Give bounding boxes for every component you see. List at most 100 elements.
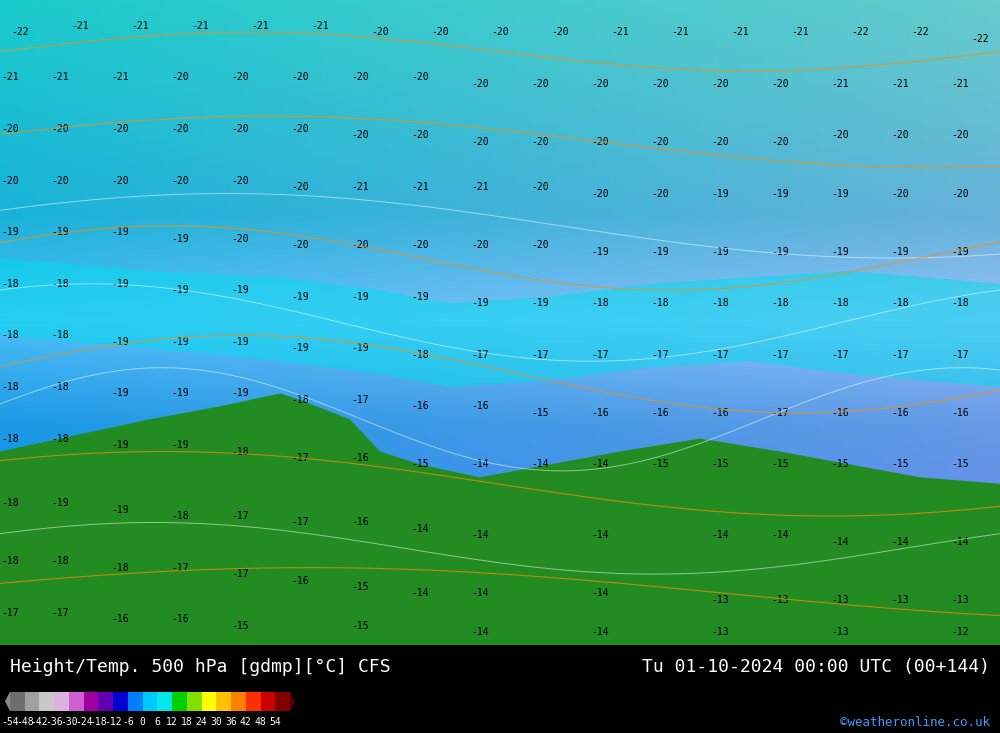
Text: -20: -20 (951, 188, 969, 199)
Text: -6: -6 (122, 717, 134, 727)
Text: -21: -21 (471, 182, 489, 192)
Text: -54: -54 (1, 717, 19, 727)
Text: -20: -20 (51, 176, 69, 185)
Text: -42: -42 (31, 717, 48, 727)
Text: -18: -18 (1, 279, 19, 289)
Text: -18: -18 (51, 279, 69, 289)
Text: -14: -14 (471, 589, 489, 598)
Text: -22: -22 (971, 34, 989, 44)
Text: Height/Temp. 500 hPa [gdmp][°C] CFS: Height/Temp. 500 hPa [gdmp][°C] CFS (10, 658, 391, 677)
Text: -18: -18 (291, 395, 309, 405)
Text: -20: -20 (411, 73, 429, 82)
Text: -20: -20 (1, 176, 19, 185)
Text: -19: -19 (351, 343, 369, 353)
Text: -17: -17 (771, 408, 789, 418)
Text: -19: -19 (351, 292, 369, 302)
Text: -20: -20 (771, 79, 789, 89)
Bar (231, 692, 246, 711)
Text: -19: -19 (171, 285, 189, 295)
Text: -19: -19 (711, 246, 729, 257)
Text: -19: -19 (891, 246, 909, 257)
Bar (202, 692, 216, 711)
Text: -21: -21 (891, 79, 909, 89)
Text: -16: -16 (351, 517, 369, 528)
Text: -16: -16 (111, 614, 129, 625)
Text: -18: -18 (231, 446, 249, 457)
Bar (10, 692, 25, 711)
Text: -20: -20 (231, 176, 249, 185)
Polygon shape (290, 692, 295, 711)
Text: Tu 01-10-2024 00:00 UTC (00+144): Tu 01-10-2024 00:00 UTC (00+144) (642, 658, 990, 677)
Text: -16: -16 (711, 408, 729, 418)
Text: -20: -20 (471, 137, 489, 147)
Text: -20: -20 (651, 137, 669, 147)
Bar (187, 692, 202, 711)
Text: -19: -19 (111, 279, 129, 289)
Text: -15: -15 (951, 460, 969, 469)
Text: -22: -22 (11, 27, 29, 37)
Text: -20: -20 (111, 176, 129, 185)
Text: -19: -19 (171, 388, 189, 399)
Text: -22: -22 (911, 27, 929, 37)
Text: -18: -18 (51, 434, 69, 443)
Text: -19: -19 (831, 188, 849, 199)
Text: -21: -21 (951, 79, 969, 89)
Text: -21: -21 (1, 73, 19, 82)
Text: -20: -20 (531, 240, 549, 250)
Bar (216, 692, 231, 711)
Text: -16: -16 (351, 453, 369, 463)
Text: -15: -15 (411, 460, 429, 469)
Text: -13: -13 (891, 595, 909, 605)
Text: -18: -18 (111, 563, 129, 572)
Text: -17: -17 (771, 350, 789, 360)
Text: -17: -17 (711, 350, 729, 360)
Text: 30: 30 (210, 717, 222, 727)
Text: -13: -13 (771, 595, 789, 605)
Text: -17: -17 (471, 350, 489, 360)
Text: 24: 24 (196, 717, 207, 727)
Text: -17: -17 (231, 569, 249, 579)
Text: -19: -19 (531, 298, 549, 308)
Text: -36: -36 (45, 717, 63, 727)
Text: -15: -15 (831, 460, 849, 469)
Text: -14: -14 (711, 531, 729, 540)
Text: -21: -21 (131, 21, 149, 31)
Text: -19: -19 (111, 440, 129, 450)
Text: -20: -20 (431, 27, 449, 37)
Text: -15: -15 (651, 460, 669, 469)
Text: -21: -21 (611, 27, 629, 37)
Text: -20: -20 (231, 124, 249, 134)
Bar (246, 692, 261, 711)
Text: -18: -18 (1, 498, 19, 508)
Text: -20: -20 (591, 137, 609, 147)
Text: -20: -20 (711, 79, 729, 89)
Text: -19: -19 (291, 292, 309, 302)
Text: -20: -20 (411, 130, 429, 141)
Text: -30: -30 (60, 717, 78, 727)
Bar (172, 692, 187, 711)
Text: -19: -19 (171, 234, 189, 243)
Text: -17: -17 (651, 350, 669, 360)
Text: -14: -14 (411, 589, 429, 598)
Text: -20: -20 (831, 130, 849, 141)
Text: -20: -20 (531, 182, 549, 192)
Text: -20: -20 (411, 240, 429, 250)
Text: -14: -14 (831, 537, 849, 547)
Text: -15: -15 (891, 460, 909, 469)
Bar (261, 692, 275, 711)
Text: -20: -20 (171, 176, 189, 185)
Text: -16: -16 (171, 614, 189, 625)
Text: -20: -20 (591, 79, 609, 89)
Text: -17: -17 (351, 395, 369, 405)
Polygon shape (0, 394, 1000, 645)
Bar (128, 692, 143, 711)
Text: -14: -14 (471, 460, 489, 469)
Text: -20: -20 (231, 73, 249, 82)
Bar (25, 692, 39, 711)
Text: -21: -21 (111, 73, 129, 82)
Text: -18: -18 (1, 556, 19, 566)
Text: -19: -19 (231, 388, 249, 399)
Text: -20: -20 (651, 79, 669, 89)
Text: -19: -19 (951, 246, 969, 257)
Text: -19: -19 (711, 188, 729, 199)
